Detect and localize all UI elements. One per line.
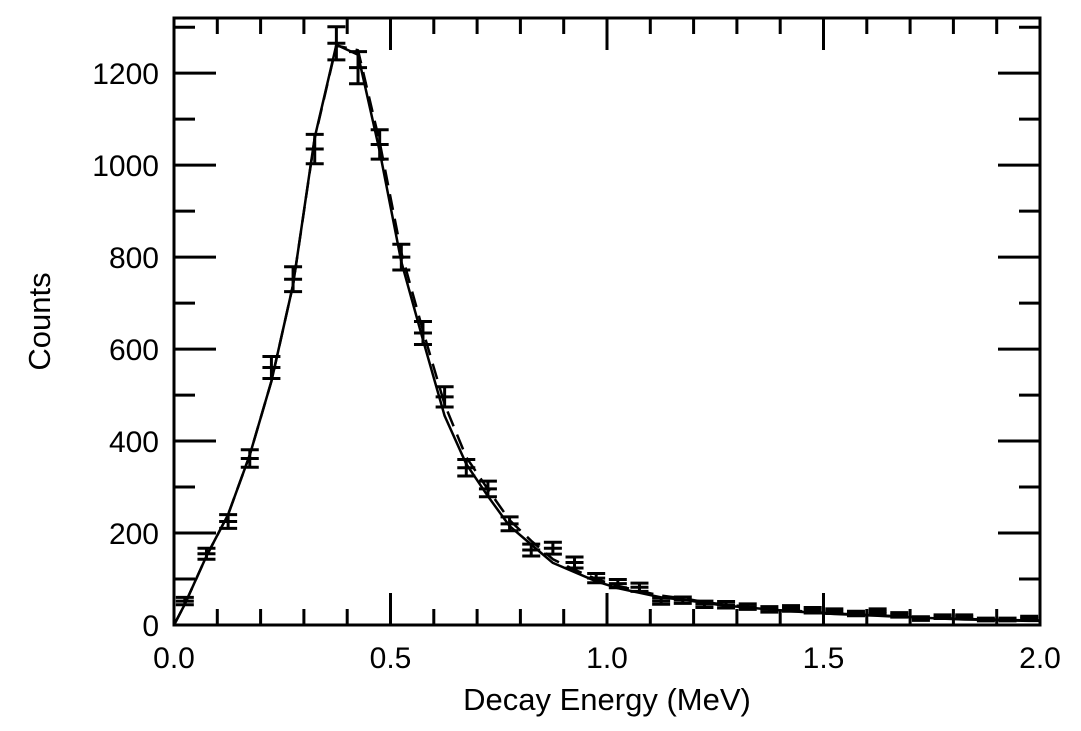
x-tick-label: 1.0 xyxy=(586,642,628,675)
data-point xyxy=(262,354,281,381)
y-tick-label: 600 xyxy=(109,334,159,367)
y-tick-label: 200 xyxy=(109,518,159,551)
data-point xyxy=(327,25,346,62)
axis-ticks xyxy=(172,18,1042,627)
y-tick-label: 400 xyxy=(109,426,159,459)
x-axis-title: Decay Energy (MeV) xyxy=(463,682,751,717)
plot-series xyxy=(172,25,1040,626)
data-point xyxy=(543,540,562,556)
x-tick-label: 0.5 xyxy=(370,642,412,675)
dashed-fit-line xyxy=(172,44,1040,626)
y-axis-title: Counts xyxy=(22,272,57,370)
x-tick-label: 2.0 xyxy=(1019,642,1061,675)
x-tick-label: 0.0 xyxy=(153,642,195,675)
plot-frame xyxy=(172,16,1042,627)
y-tick-label: 1000 xyxy=(92,150,159,183)
y-tick-label: 0 xyxy=(142,610,159,643)
solid-fit-line xyxy=(172,43,1040,626)
y-tick-label: 800 xyxy=(109,242,159,275)
data-point xyxy=(868,607,887,616)
tick-labels: 0.0 0.5 1.0 1.5 2.0 0 200 400 600 800 1000 1200 xyxy=(92,58,1061,675)
y-tick-label: 1200 xyxy=(92,58,159,91)
x-tick-label: 1.5 xyxy=(803,642,845,675)
